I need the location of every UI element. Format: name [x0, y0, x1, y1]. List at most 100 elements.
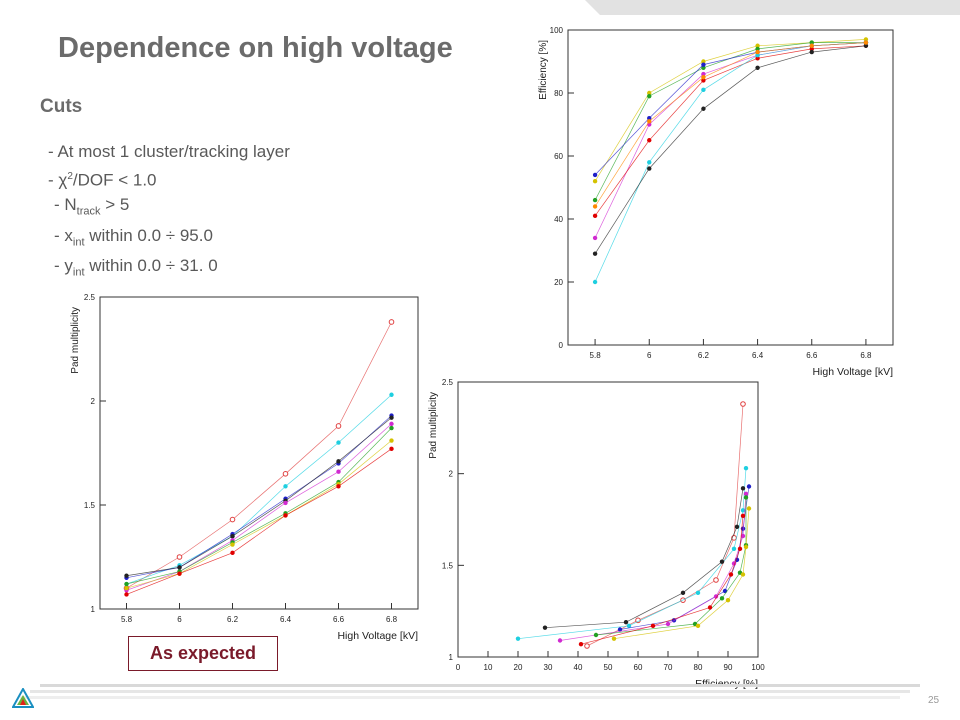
y-tick-label: 1.5: [442, 561, 454, 570]
x-tick-label: 6.4: [280, 615, 292, 624]
top-decoration: [585, 0, 960, 15]
x-tick-label: 6.2: [698, 351, 710, 360]
data-point: [680, 590, 686, 596]
x-tick-label: 6.6: [806, 351, 818, 360]
data-point: [336, 484, 341, 489]
data-point: [740, 486, 746, 491]
data-point: [647, 138, 652, 143]
y-tick-label: 2: [449, 470, 454, 479]
x-tick-label: 90: [724, 663, 733, 672]
cut-chi2: - χ2/DOF < 1.0: [48, 170, 157, 190]
data-point: [713, 594, 719, 599]
data-point: [755, 53, 760, 58]
data-point: [701, 106, 706, 111]
data-point: [592, 235, 598, 241]
plot-frame: [457, 381, 759, 658]
data-point: [740, 513, 746, 519]
data-point: [557, 638, 563, 643]
data-point: [335, 423, 342, 429]
x-axis-label: High Voltage [kV]: [337, 630, 418, 642]
data-point: [740, 572, 746, 577]
pad-multiplicity-vs-hv-chart: 5.8 6 6.2 6.4 6.6 6.8 1 1.5 2 2.5 High Voltage [kV…: [70, 293, 419, 642]
cut-ntrack: - Ntrack > 5: [54, 194, 130, 218]
data-point: [593, 632, 599, 638]
x-tick-label: 6: [177, 615, 182, 624]
data-point: [626, 623, 632, 629]
x-tick-label: 60: [634, 663, 643, 672]
y-tick-label: 0: [559, 341, 564, 350]
data-point: [743, 495, 749, 500]
x-tick-label: 6.4: [752, 351, 764, 360]
data-point: [592, 279, 598, 285]
data-point: [578, 641, 584, 647]
data-point: [755, 43, 760, 48]
data-point: [229, 516, 236, 523]
data-point: [809, 49, 814, 55]
data-point: [389, 415, 394, 420]
data-point: [283, 513, 288, 518]
data-point: [647, 90, 652, 96]
page-number: 25: [928, 695, 940, 706]
data-point: [389, 438, 394, 443]
data-point: [719, 559, 725, 564]
series-4-line: [126, 417, 392, 577]
y-tick-label: 1: [449, 653, 454, 662]
data-point: [592, 251, 598, 256]
data-point: [755, 56, 760, 61]
data-point: [740, 401, 746, 407]
cut-xint: - xint within 0.0 ÷ 95.0: [54, 225, 213, 248]
y-tick-label: 2: [91, 397, 96, 406]
y-tick-label: 2.5: [442, 378, 454, 387]
y-tick-label: 1: [91, 605, 96, 614]
data-point: [336, 459, 341, 464]
argonne-logo-icon: [12, 688, 34, 708]
data-point: [695, 623, 701, 629]
data-point: [177, 565, 182, 570]
data-point: [611, 636, 617, 641]
cut-yint: - yint within 0.0 ÷ 31. 0: [54, 256, 218, 279]
y-axis-label: Pad multiplicity: [428, 392, 439, 459]
data-point: [230, 550, 235, 556]
x-tick-label: 40: [574, 663, 583, 672]
data-point: [647, 160, 652, 165]
data-point: [863, 37, 869, 42]
data-point: [665, 621, 671, 627]
y-tick-label: 100: [550, 26, 564, 35]
series-7-line: [613, 508, 750, 640]
y-tick-label: 2.5: [84, 293, 96, 302]
x-tick-label: 10: [484, 663, 493, 672]
series-1-line: [126, 321, 392, 589]
cuts-list: - At most 1 cluster/tracking layer - χ2/…: [48, 140, 290, 285]
data-point: [755, 65, 760, 70]
data-point: [592, 197, 598, 203]
data-point: [743, 491, 749, 497]
data-point: [701, 71, 706, 77]
data-point: [809, 40, 814, 45]
series-5-line: [126, 423, 392, 591]
series-2-line: [126, 394, 392, 585]
data-point: [740, 508, 746, 513]
data-point: [617, 627, 623, 632]
data-point: [592, 179, 598, 184]
data-point: [647, 119, 652, 124]
x-tick-label: 5.8: [121, 615, 133, 624]
data-point: [282, 471, 289, 477]
y-tick-label: 40: [554, 215, 563, 224]
footer-decoration: [20, 684, 920, 699]
data-point: [592, 204, 598, 209]
data-point: [728, 572, 734, 577]
data-point: [713, 577, 719, 583]
series-8-line: [594, 45, 866, 254]
data-point: [388, 319, 395, 325]
x-tick-label: 20: [514, 663, 523, 672]
y-tick-label: 1.5: [84, 501, 96, 510]
data-point: [755, 49, 760, 55]
x-tick-label: 0: [456, 663, 461, 672]
x-tick-label: 5.8: [590, 351, 602, 360]
data-point: [650, 623, 656, 629]
series-7-line: [126, 440, 392, 589]
x-tick-label: 80: [694, 663, 703, 672]
data-point: [389, 421, 394, 427]
series-9-line: [594, 42, 866, 207]
data-point: [737, 546, 743, 552]
